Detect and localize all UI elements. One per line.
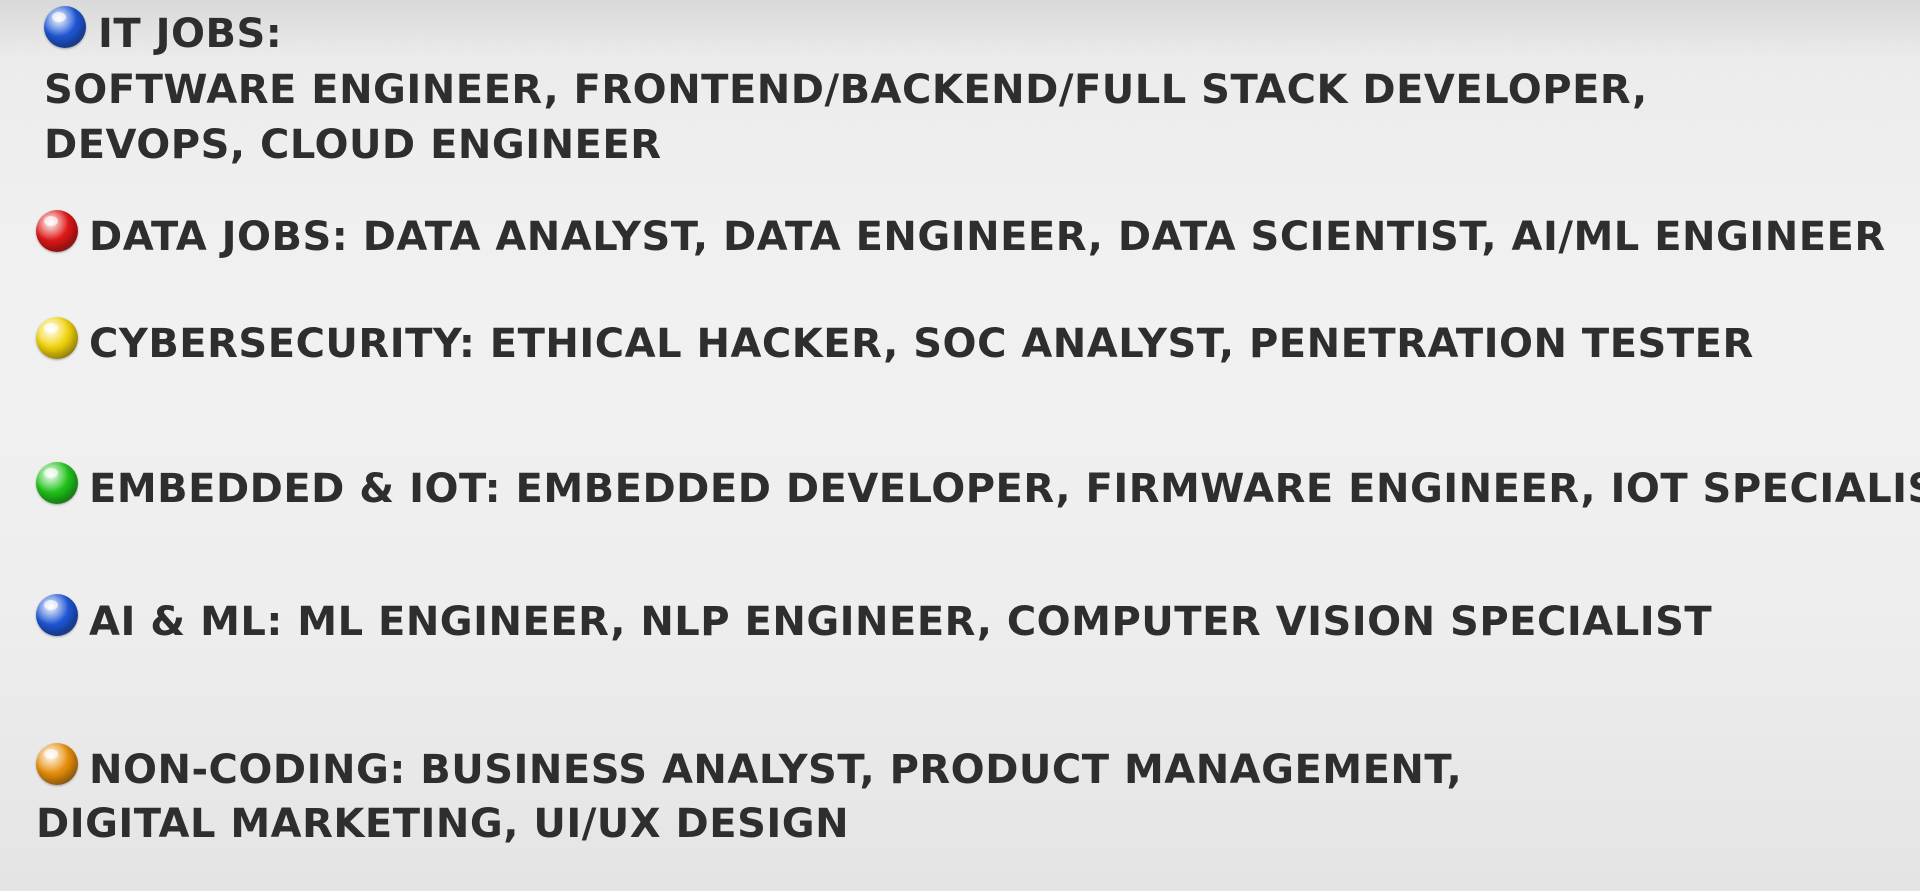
item-line: CYBERSECURITY: ETHICAL HACKER, SOC ANALY… (89, 321, 1754, 367)
item-line: DIGITAL MARKETING, UI/UX DESIGN (36, 801, 850, 847)
item-heading: IT JOBS: (98, 11, 283, 57)
item-line: DATA JOBS: DATA ANALYST, DATA ENGINEER, … (89, 214, 1886, 260)
blue-bullet-icon (44, 6, 86, 48)
item-line: EMBEDDED & IOT: EMBEDDED DEVELOPER, FIRM… (89, 466, 1920, 512)
item-line: AI & ML: ML ENGINEER, NLP ENGINEER, COMP… (89, 599, 1713, 645)
green-bullet-icon (36, 462, 78, 504)
yellow-bullet-icon (36, 317, 78, 359)
item-line: DEVOPS, CLOUD ENGINEER (44, 122, 662, 168)
item-line: SOFTWARE ENGINEER, FRONTEND/BACKEND/FULL… (44, 67, 1648, 113)
orange-bullet-icon (36, 743, 78, 785)
item-line: NON-CODING: BUSINESS ANALYST, PRODUCT MA… (89, 747, 1463, 793)
red-bullet-icon (36, 210, 78, 252)
blue-bullet-icon (36, 594, 78, 636)
